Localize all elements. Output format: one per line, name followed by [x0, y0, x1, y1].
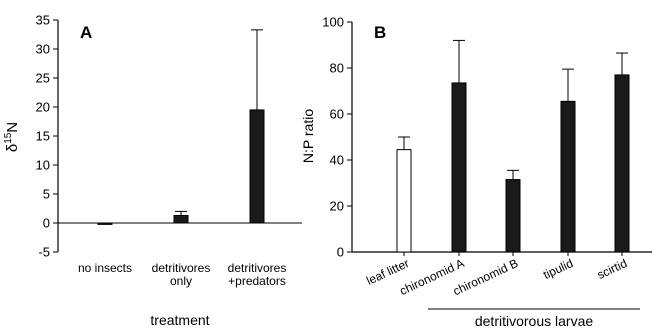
panel-a-y-tick-label: 30	[36, 42, 50, 57]
panel-a-y-axis-label: δ15N	[3, 122, 21, 152]
panel-a-label: A	[80, 23, 92, 42]
svg-text:δ15N: δ15N	[3, 122, 21, 152]
panel-a-bar	[173, 214, 189, 224]
panel-b-bar	[560, 100, 576, 253]
panel-b-bar	[505, 179, 521, 253]
panel-a-ylabel-sup: 15	[3, 132, 14, 144]
panel-a-y-tick-label: 10	[36, 158, 50, 173]
panel-a-category-label: no insects	[78, 261, 132, 275]
panel-b-bar	[451, 82, 467, 253]
panel-a-bar	[97, 222, 113, 225]
panel-b-group-label: detritivorous larvae	[475, 313, 593, 329]
panel-a-ylabel-main: N	[4, 122, 21, 133]
panel-a-bar	[249, 109, 265, 224]
panel-b-bar	[614, 74, 630, 253]
panel-b-y-tick-label: 40	[330, 153, 344, 168]
panel-b: B N:P ratio detritivorous larvae 0 20 40 60…	[300, 15, 652, 329]
panel-a-y-tick-label: 5	[43, 187, 50, 202]
panel-a-category-label: detritivores	[228, 261, 287, 275]
panel-b-bar	[396, 149, 412, 253]
panel-a-y-tick-label: 35	[36, 13, 50, 28]
panel-a-y-tick-label: -5	[38, 245, 50, 260]
panel-b-label: B	[374, 23, 386, 42]
panel-a-y-tick-label: 0	[43, 216, 50, 231]
panel-b-y-tick-label: 60	[330, 107, 344, 122]
panel-b-category-label: scirtid	[595, 256, 629, 282]
panel-a-y-tick-label: 25	[36, 71, 50, 86]
panel-a-category-label: only	[170, 274, 192, 288]
panel-a-x-axis-label: treatment	[150, 312, 209, 328]
panel-a-category-label: +predators	[228, 274, 286, 288]
panel-a-y-tick-label: 20	[36, 100, 50, 115]
panel-b-y-tick-label: 20	[330, 199, 344, 214]
panel-a-ylabel-delta: δ	[4, 144, 21, 152]
panel-a-y-tick-label: 15	[36, 129, 50, 144]
panel-a-category-label: detritivores	[152, 261, 211, 275]
panel-b-category-label: tipulid	[541, 256, 575, 282]
panel-b-y-tick-label: 80	[330, 61, 344, 76]
panel-b-y-axis-label: N:P ratio	[300, 109, 316, 163]
panel-b-y-tick-label: 100	[322, 15, 344, 30]
panel-b-y-tick-label: 0	[337, 245, 344, 260]
